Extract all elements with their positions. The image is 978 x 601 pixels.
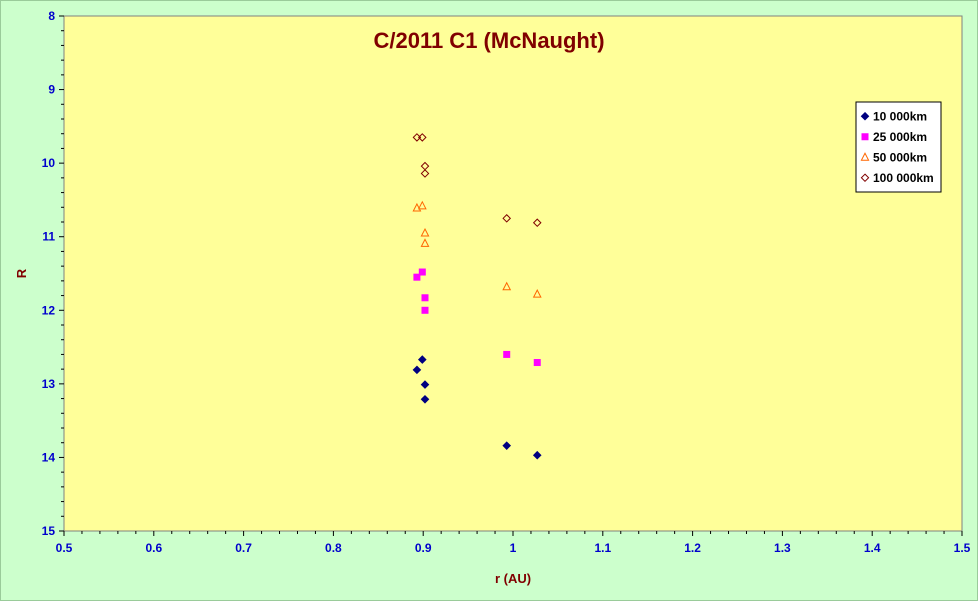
data-point (417, 200, 427, 210)
legend-label: 100 000km (873, 171, 934, 185)
y-tick-label: 9 (48, 83, 55, 97)
series-3 (412, 200, 542, 298)
series-4 (412, 133, 542, 228)
legend-label: 25 000km (873, 130, 927, 144)
y-tick-label: 12 (42, 303, 56, 317)
data-point (421, 306, 429, 314)
x-axis-title: r (AU) (495, 571, 531, 586)
x-tick-label: 0.7 (235, 541, 252, 555)
x-tick-label: 0.6 (145, 541, 162, 555)
x-tick-label: 0.9 (415, 541, 432, 555)
x-tick-label: 1 (510, 541, 517, 555)
data-point (420, 227, 430, 237)
series-2 (413, 268, 541, 367)
data-point (412, 365, 422, 375)
y-axis-title: R (14, 268, 29, 278)
y-tick-label: 15 (42, 524, 56, 538)
legend-marker (860, 111, 870, 121)
legend: 10 000km 25 000km 50 000km 100 000km (855, 101, 942, 193)
y-tick-label: 13 (42, 377, 56, 391)
data-point (503, 350, 511, 358)
data-point (418, 268, 426, 276)
data-point (417, 355, 427, 364)
x-tick-label: 1.5 (954, 541, 971, 555)
data-point (532, 218, 542, 228)
data-point (412, 202, 422, 212)
data-point (420, 395, 430, 404)
legend-item: 100 000km (860, 171, 934, 185)
data-point (502, 441, 512, 450)
data-point (533, 359, 541, 367)
legend-item: 10 000km (860, 109, 927, 123)
x-tick-label: 1.3 (774, 541, 791, 555)
x-tick-label: 0.5 (56, 541, 73, 555)
x-tick-label: 0.8 (325, 541, 342, 555)
data-point (502, 281, 512, 291)
legend-label: 10 000km (873, 109, 927, 123)
data-point (532, 450, 542, 460)
series-1 (412, 355, 542, 460)
y-tick-label: 14 (42, 450, 56, 464)
legend-marker (860, 152, 870, 161)
y-tick-label: 8 (48, 9, 55, 23)
data-point (417, 133, 427, 142)
legend-marker (861, 133, 869, 141)
y-tick-label: 10 (42, 156, 56, 170)
data-point (420, 169, 430, 178)
data-point (413, 273, 421, 281)
axis-ticks: 0.5 0.6 0.7 0.8 0.9 1 1.1 1.2 1.3 1.4 1.5 8 9 10 11 12 1… (42, 9, 971, 555)
legend-box (855, 101, 942, 193)
plot-area (63, 15, 963, 532)
legend-marker (860, 173, 870, 183)
legend-item: 50 000km (860, 150, 927, 164)
legend-item: 25 000km (861, 130, 927, 144)
x-tick-label: 1.4 (864, 541, 881, 555)
chart-title: C/2011 C1 (McNaught) (373, 28, 604, 53)
data-points (412, 133, 542, 460)
data-point (420, 380, 430, 389)
legend-label: 50 000km (873, 150, 927, 164)
data-point (532, 289, 542, 298)
data-point (502, 214, 512, 223)
x-tick-label: 1.1 (594, 541, 611, 555)
x-tick-label: 1.2 (684, 541, 701, 555)
y-tick-label: 11 (42, 230, 55, 244)
data-point (420, 238, 430, 247)
data-point (421, 294, 429, 302)
